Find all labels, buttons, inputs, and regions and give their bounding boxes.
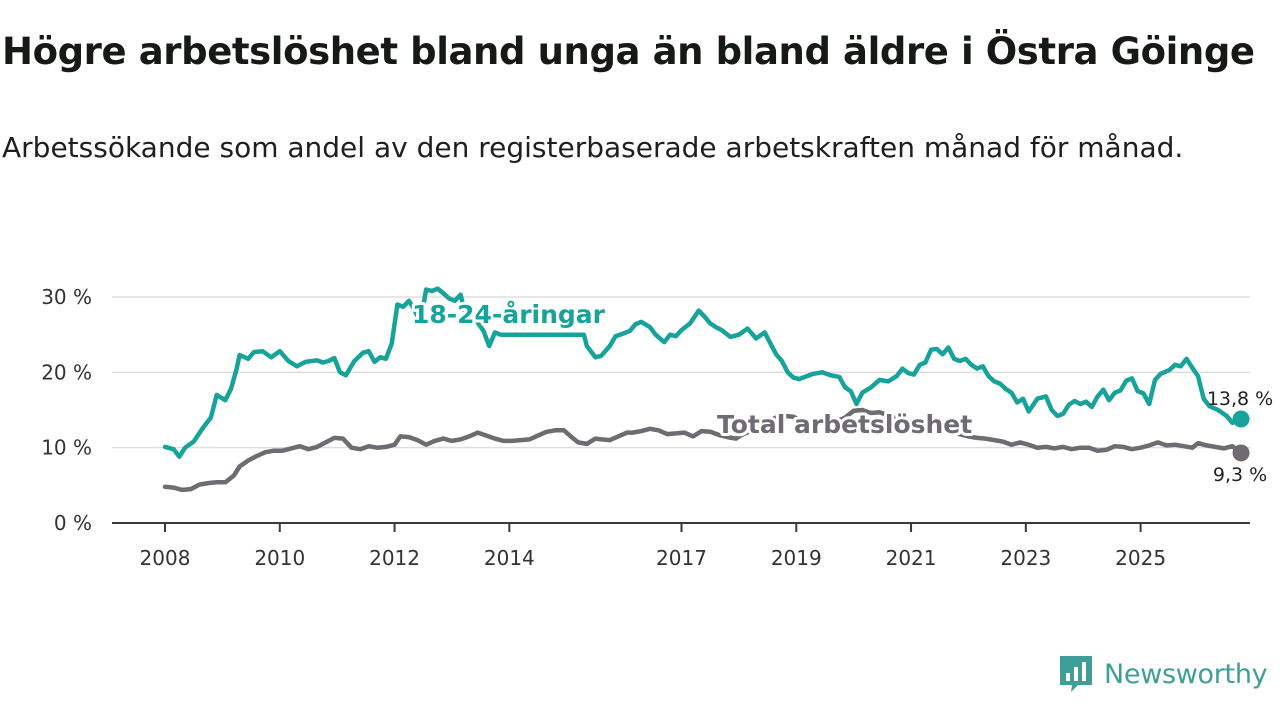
end-point-total xyxy=(1232,444,1250,462)
end-label-total: 9,3 % xyxy=(1213,464,1267,486)
series-labels: 18-24-åringar Total arbetslöshet xyxy=(409,297,975,442)
y-tick-label: 10 % xyxy=(41,436,92,460)
end-point-youth xyxy=(1232,410,1250,428)
series-label-total: Total arbetslöshet xyxy=(717,410,972,439)
series-label-youth: 18-24-åringar xyxy=(412,300,606,329)
x-tick-label: 2012 xyxy=(369,546,420,570)
x-axis-ticks: 2008 2010 2012 2014 2017 2019 2021 2023 2025 xyxy=(140,523,1166,570)
newsworthy-logo-icon xyxy=(1060,656,1092,692)
series-line-youth xyxy=(162,286,1244,459)
x-tick-label: 2017 xyxy=(656,546,707,570)
y-tick-label: 20 % xyxy=(41,360,92,384)
y-axis-ticks: 0 % 10 % 20 % 30 % xyxy=(41,285,92,535)
series-line-total xyxy=(162,407,1244,493)
x-tick-label: 2019 xyxy=(771,546,822,570)
newsworthy-logo-text: Newsworthy xyxy=(1104,658,1268,690)
end-label-youth: 13,8 % xyxy=(1207,388,1273,410)
series-lines xyxy=(162,286,1244,493)
chart-title: Högre arbetslöshet bland unga än bland ä… xyxy=(2,30,1255,73)
end-markers: 13,8 % 9,3 % xyxy=(1207,388,1273,486)
x-tick-label: 2025 xyxy=(1115,546,1166,570)
chart-subtitle: Arbetssökande som andel av den registerb… xyxy=(2,131,1184,164)
y-tick-label: 30 % xyxy=(41,285,92,309)
newsworthy-logo: Newsworthy xyxy=(1058,654,1268,694)
x-tick-label: 2010 xyxy=(254,546,305,570)
x-tick-label: 2021 xyxy=(886,546,937,570)
y-tick-label: 0 % xyxy=(54,511,92,535)
gridlines xyxy=(112,296,1250,449)
x-tick-label: 2008 xyxy=(140,546,191,570)
x-tick-label: 2014 xyxy=(484,546,535,570)
x-tick-label: 2023 xyxy=(1000,546,1051,570)
